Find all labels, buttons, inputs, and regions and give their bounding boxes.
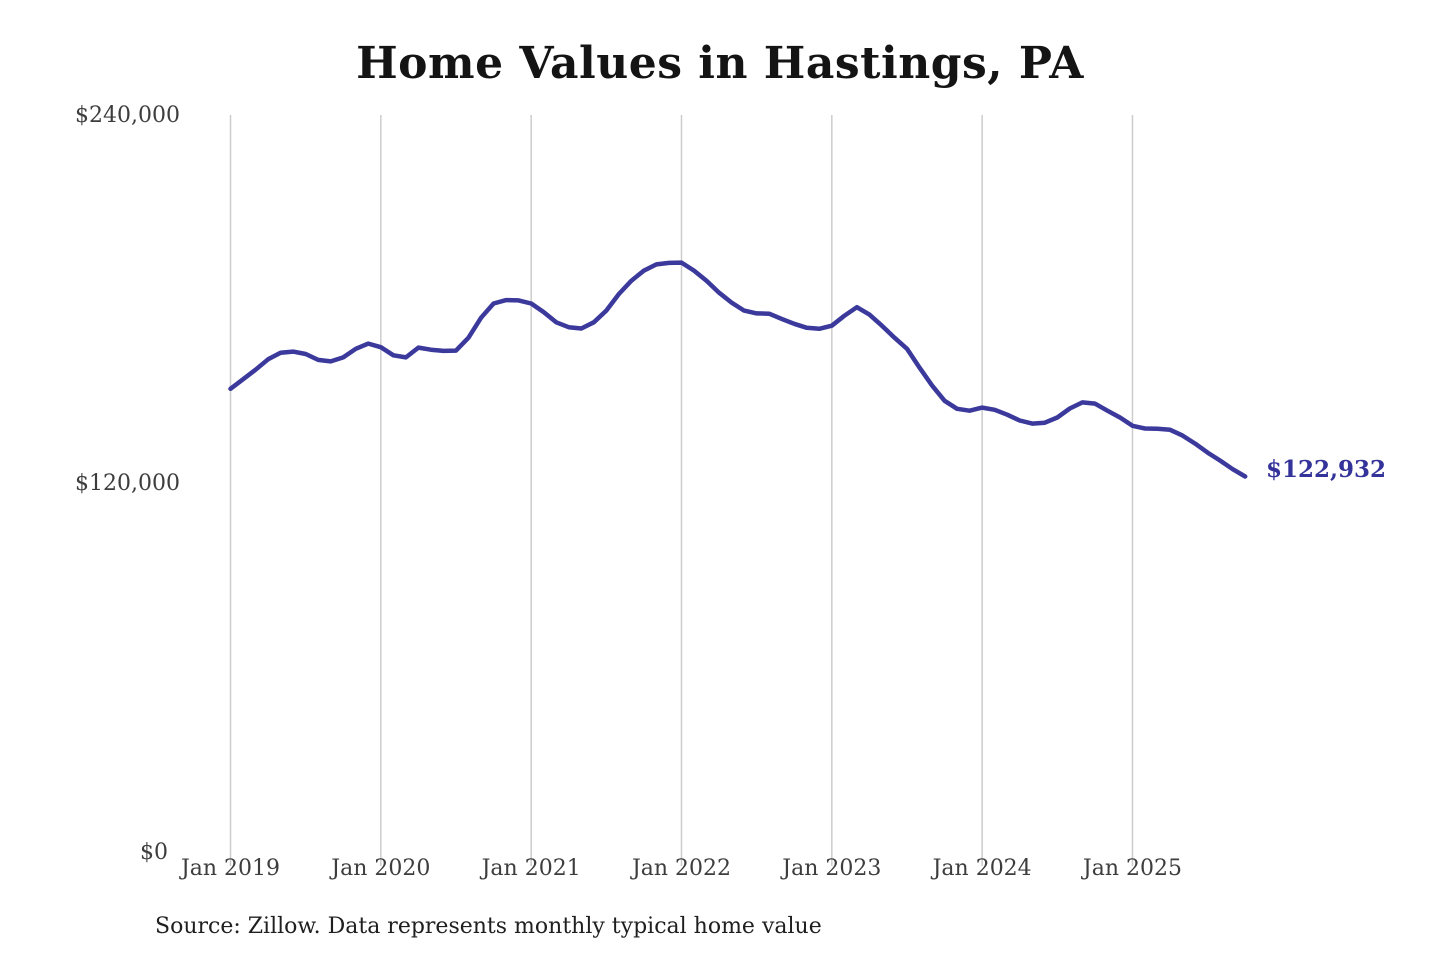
current-value-label: $122,932	[1266, 456, 1387, 483]
y-tick-label-120000: $120,000	[75, 471, 180, 496]
home-value-line	[228, 260, 1248, 479]
source-note: Source: Zillow. Data represents monthly …	[155, 914, 822, 939]
y-tick-label-0: $0	[140, 840, 168, 865]
y-tick-label-240000: $240,000	[75, 103, 180, 128]
chart-title: Home Values in Hastings, PA	[356, 38, 1084, 89]
